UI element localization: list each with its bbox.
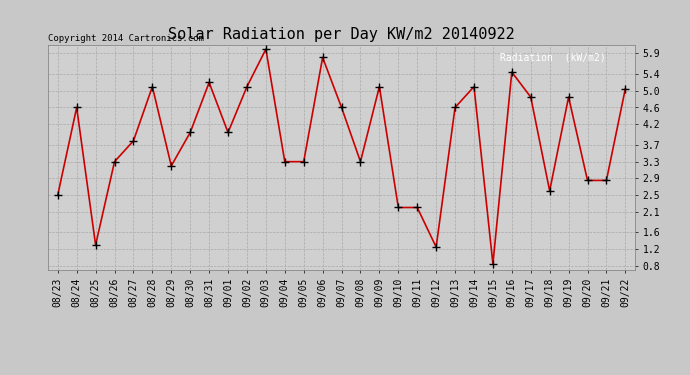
Title: Solar Radiation per Day KW/m2 20140922: Solar Radiation per Day KW/m2 20140922 xyxy=(168,27,515,42)
Text: Copyright 2014 Cartronics.com: Copyright 2014 Cartronics.com xyxy=(48,34,204,43)
